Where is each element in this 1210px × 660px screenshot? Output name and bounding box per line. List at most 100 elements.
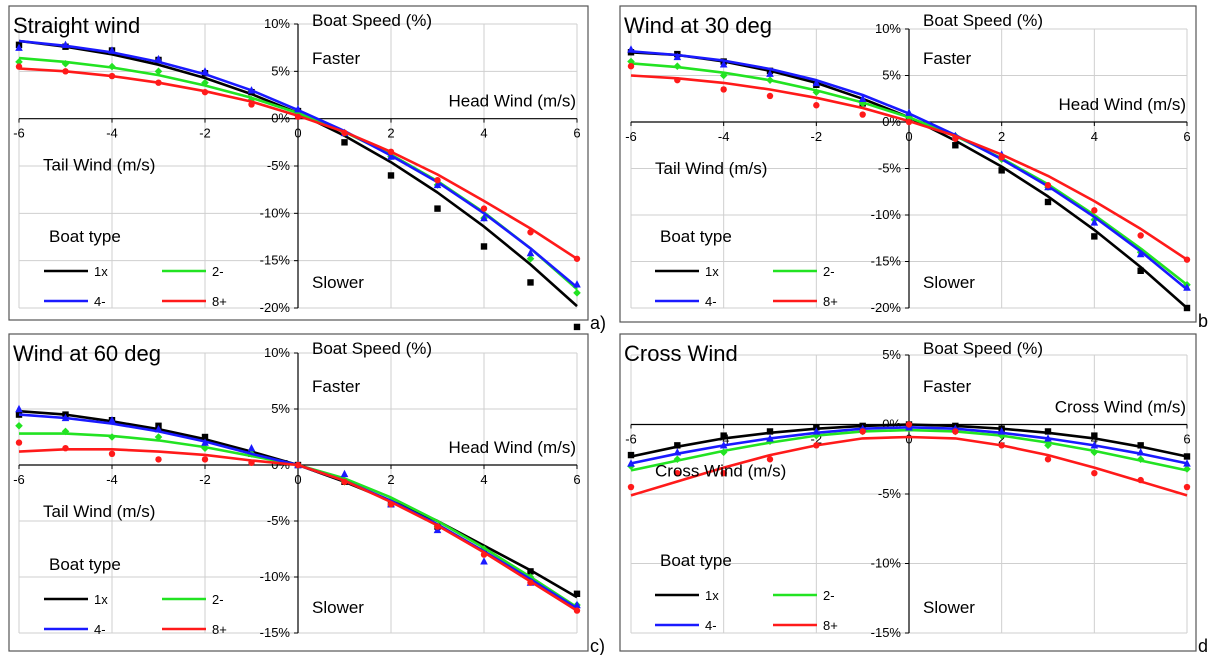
- left-x-axis-label: Cross Wind (m/s): [655, 462, 786, 481]
- y-tick-label: -5%: [267, 158, 291, 173]
- data-point: [1091, 432, 1098, 439]
- data-point: [15, 411, 23, 418]
- data-point: [108, 450, 116, 457]
- y-axis-label: Boat Speed (%): [923, 339, 1043, 358]
- x-tick-label: 2: [998, 129, 1005, 144]
- x-tick-label: -4: [106, 126, 118, 141]
- panel-frame: [619, 5, 1197, 323]
- data-point: [858, 94, 867, 102]
- legend: Boat type 1x 2- 4- 8+: [44, 555, 227, 637]
- data-point: [813, 102, 820, 109]
- data-point: [573, 607, 581, 614]
- x-tick-label: -4: [718, 129, 730, 144]
- data-point: [201, 78, 209, 87]
- data-point: [294, 113, 302, 120]
- y-axis-label: Boat Speed (%): [923, 11, 1043, 30]
- data-point: [766, 428, 774, 435]
- legend-title: Boat type: [49, 227, 121, 246]
- y-tick-label: 0%: [271, 111, 290, 126]
- y-tick-label: -15%: [871, 625, 902, 640]
- y-axis-label: Boat Speed (%): [312, 11, 432, 30]
- legend-title: Boat type: [660, 227, 732, 246]
- series-8+: [15, 63, 581, 262]
- x-tick-label: 2: [387, 472, 394, 487]
- legend-label: 1x: [705, 264, 719, 279]
- data-point: [813, 442, 820, 449]
- data-point: [1137, 476, 1144, 484]
- data-point: [719, 441, 728, 449]
- left-x-axis-label: Tail Wind (m/s): [43, 156, 155, 175]
- data-point: [720, 432, 727, 439]
- data-point: [480, 557, 488, 565]
- data-point: [673, 455, 682, 464]
- legend-label: 8+: [823, 294, 838, 309]
- data-point: [673, 448, 682, 456]
- slower-label: Slower: [923, 273, 975, 292]
- panel-letter: a): [590, 313, 606, 333]
- data-point: [527, 568, 534, 575]
- data-point: [1044, 182, 1052, 189]
- y-tick-label: -5%: [878, 161, 902, 176]
- data-point: [573, 323, 581, 331]
- chart-title: Wind at 30 deg: [624, 13, 772, 38]
- data-point: [766, 76, 774, 84]
- series-8+: [627, 62, 1191, 263]
- x-tick-label: -4: [106, 472, 118, 487]
- y-tick-label: -20%: [871, 300, 902, 315]
- data-point: [248, 101, 255, 108]
- data-point: [573, 600, 581, 609]
- data-point: [719, 60, 728, 68]
- x-tick-label: -6: [625, 432, 637, 447]
- data-point: [155, 456, 162, 463]
- chart-panel-4: -6-4-202465%0%-5%-10%-15%Cross WindBoat …: [619, 333, 1208, 656]
- legend-label: 4-: [705, 618, 717, 633]
- y-tick-label: 5%: [271, 401, 290, 416]
- data-point: [340, 469, 349, 478]
- data-point: [1044, 428, 1052, 435]
- data-point: [905, 421, 913, 428]
- data-point: [766, 69, 774, 77]
- data-point: [154, 424, 163, 433]
- data-point: [627, 62, 635, 70]
- data-point: [434, 177, 441, 184]
- left-x-axis-label: Tail Wind (m/s): [655, 159, 767, 178]
- data-point: [674, 469, 681, 477]
- data-point: [673, 62, 682, 70]
- y-tick-label: -10%: [871, 556, 902, 571]
- data-point: [905, 113, 913, 122]
- data-point: [201, 456, 209, 463]
- data-point: [387, 152, 395, 160]
- y-tick-label: 10%: [264, 16, 290, 31]
- data-point: [998, 167, 1005, 174]
- data-point: [766, 456, 774, 463]
- data-point: [627, 45, 635, 53]
- data-point: [674, 76, 681, 84]
- data-point: [573, 289, 581, 297]
- chart-panel-1: -6 -4 -2 0 2 4 6 10% 5% 0% -5% -10% -15% -20% Straight…: [8, 5, 606, 333]
- data-point: [1136, 448, 1145, 456]
- data-point: [859, 111, 866, 118]
- data-point: [527, 579, 534, 586]
- data-point: [627, 57, 635, 66]
- data-point: [154, 54, 163, 63]
- data-point: [673, 52, 682, 61]
- data-point: [997, 427, 1006, 435]
- right-x-axis-label: Head Wind (m/s): [448, 92, 576, 111]
- data-point: [952, 142, 959, 149]
- data-point: [108, 72, 116, 80]
- data-point: [387, 501, 395, 508]
- legend: Boat type 1x 2- 4- 8+: [655, 551, 838, 633]
- data-point: [1044, 198, 1052, 206]
- y-tick-label: -15%: [260, 253, 291, 268]
- data-point: [812, 427, 821, 435]
- y-tick-label: -15%: [260, 625, 291, 640]
- series-8+: [15, 439, 581, 614]
- y-tick-label: -20%: [260, 300, 291, 315]
- data-point: [1091, 207, 1098, 214]
- series-line: [630, 435, 1188, 497]
- y-tick-label: 5%: [271, 63, 290, 78]
- data-point: [1183, 483, 1191, 491]
- data-point: [812, 88, 821, 97]
- x-tick-label: 6: [1183, 432, 1190, 447]
- data-point: [480, 213, 488, 222]
